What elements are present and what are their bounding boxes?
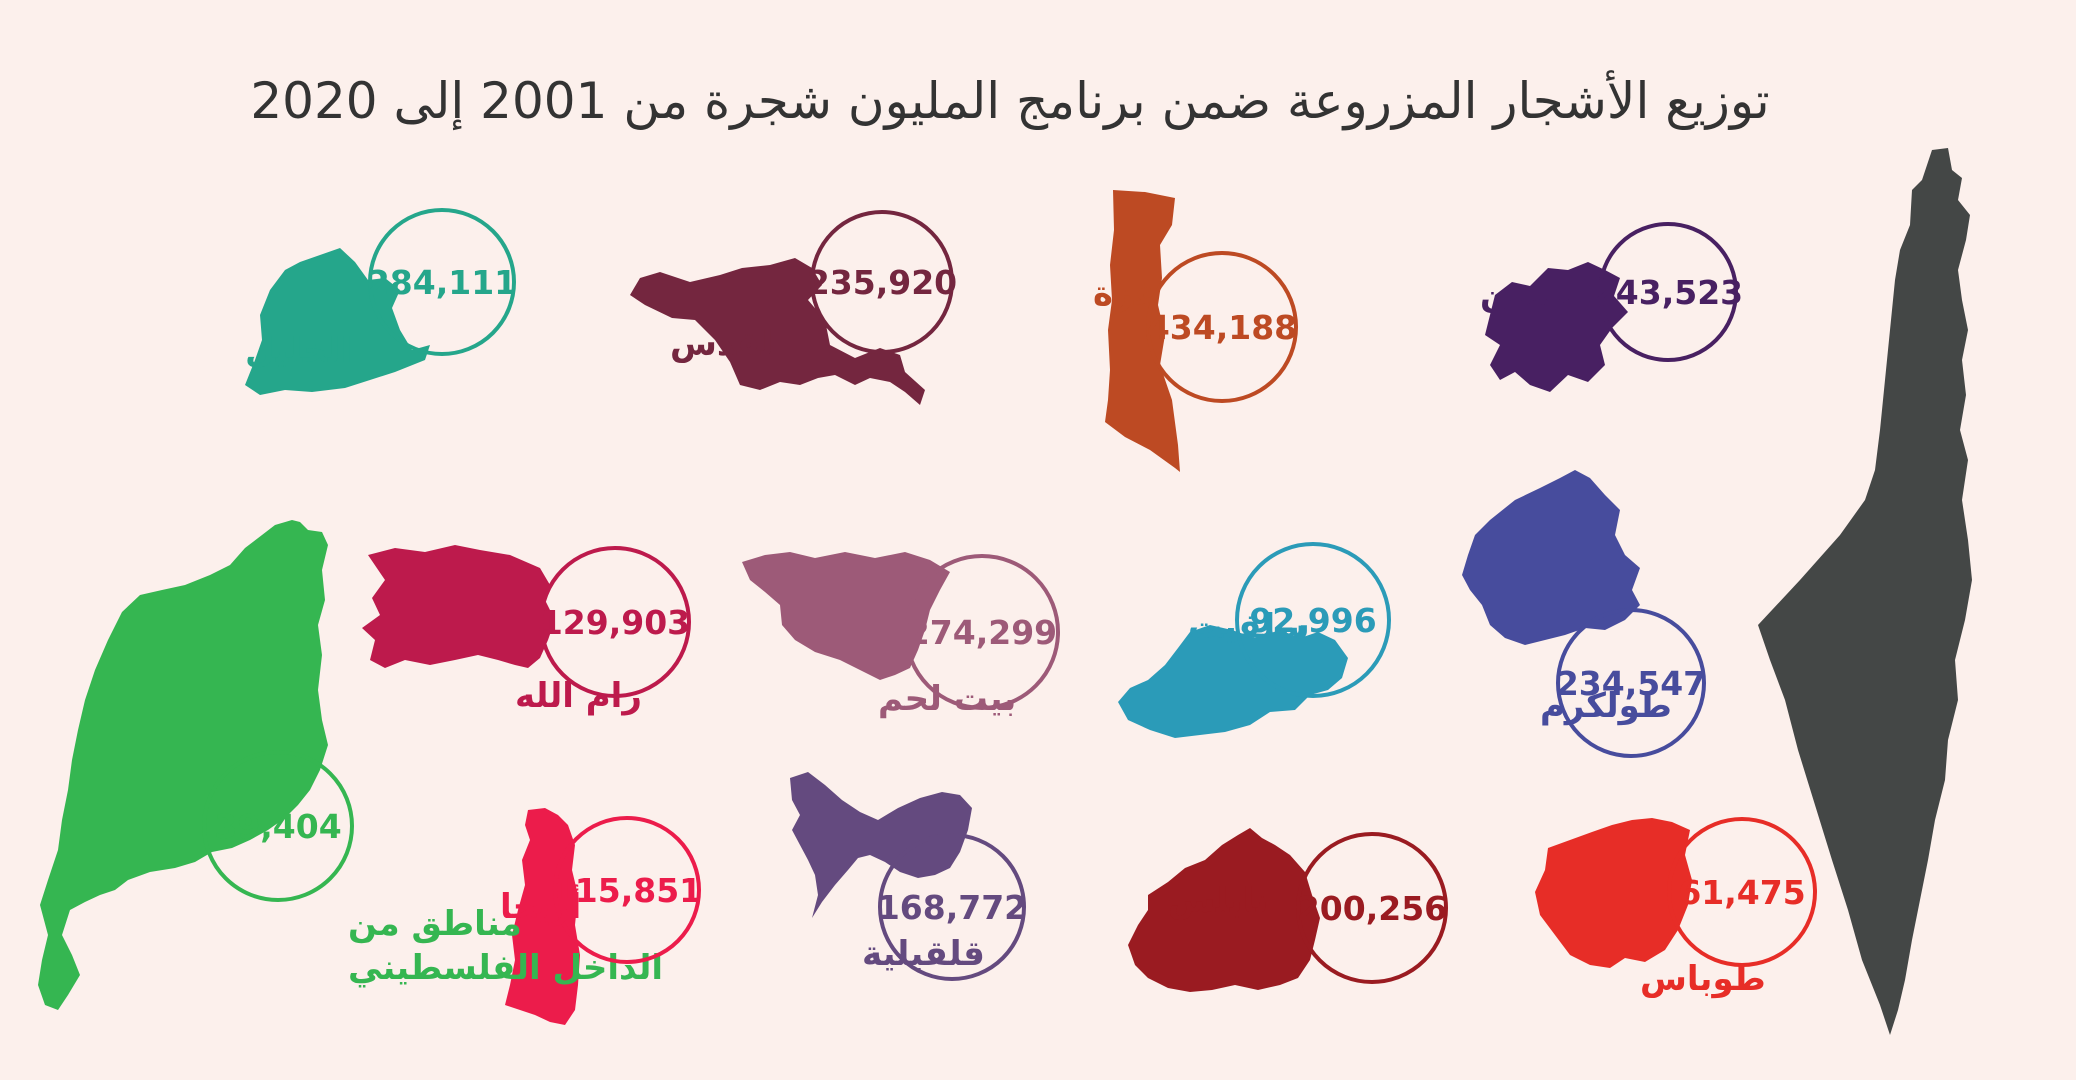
inside-palestine-map-icon	[38, 520, 328, 1010]
inside-name-line: الداخل الفلسطيني	[348, 948, 663, 988]
qalqilya-map-icon	[790, 772, 972, 918]
inside-name-line: مناطق من	[348, 904, 522, 944]
jenin-map-icon	[1485, 262, 1628, 392]
tubas-name: طوباس	[1640, 959, 1766, 999]
hebron-name-line: الخليل	[245, 331, 352, 371]
tubas-map-icon	[1535, 818, 1692, 968]
bethlehem-count: 274,299	[907, 613, 1057, 652]
tulkarm-name-line: طولكرم	[1540, 686, 1672, 726]
jericho-count-badge: 115,851	[552, 816, 702, 964]
qalqilya-count: 168,772	[877, 888, 1027, 927]
jenin-count: 243,523	[1593, 273, 1743, 312]
jericho-name: أريحا	[500, 884, 581, 927]
tulkarm-count: 234,547	[1556, 664, 1706, 703]
tubas-name-line: طوباس	[1640, 959, 1766, 999]
salfit-name: سلفيت	[1188, 607, 1310, 647]
bethlehem-count-badge: 274,299	[904, 554, 1060, 710]
jerusalem-count: 235,920	[807, 263, 957, 302]
ramallah-name-line: رام الله	[515, 676, 642, 716]
qalqilya-name-line: قلقيلية	[862, 934, 985, 974]
gaza-count: 434,188	[1147, 308, 1297, 347]
jenin-count-badge: 243,523	[1593, 222, 1743, 362]
jerusalem-count-badge: 235,920	[807, 210, 957, 354]
ramallah-count-badge: 129,903	[539, 546, 691, 698]
bethlehem-map-icon	[742, 552, 950, 680]
nablus-map-icon	[1128, 828, 1320, 992]
hebron-map-icon	[245, 248, 430, 395]
tulkarm-name: طولكرم	[1540, 686, 1672, 726]
hebron-count: 284,111	[367, 263, 517, 302]
nablus-name: نابلس	[1168, 881, 1268, 921]
tulkarm-map-icon	[1462, 470, 1640, 645]
qalqilya-name: قلقيلية	[862, 934, 985, 974]
ramallah-count: 129,903	[540, 603, 690, 642]
bethlehem-name-line: بيت لحم	[878, 679, 1016, 719]
bethlehem-name: بيت لحم	[878, 679, 1016, 719]
jenin-name-line: جنيـن	[1480, 274, 1574, 314]
palestine-map-icon	[1758, 148, 1972, 1035]
ramallah-name: رام الله	[515, 676, 642, 716]
jerusalem-name-line: القدس	[670, 324, 785, 364]
salfit-count: 92,996	[1249, 601, 1376, 640]
qalqilya-count-badge: 168,772	[877, 833, 1027, 981]
inside-palestine-count-badge: 39,404	[202, 750, 354, 902]
tulkarm-count-badge: 234,547	[1556, 608, 1706, 758]
nablus-count: 200,256	[1297, 889, 1447, 928]
gaza-map-icon	[1105, 190, 1180, 472]
gaza-name: غزة	[1093, 274, 1157, 314]
hebron-name: الخليل	[245, 331, 352, 371]
salfit-count-badge: 92,996	[1235, 542, 1391, 698]
nablus-count-badge: 200,256	[1296, 832, 1448, 984]
jericho-name-line: أريحا	[500, 884, 581, 927]
inside-palestine-name: مناطق من الداخل الفلسطيني	[348, 904, 663, 988]
jerusalem-map-icon	[630, 258, 925, 405]
gaza-count-badge: 434,188	[1146, 251, 1298, 403]
page-title: توزيع الأشجار المزروعة ضمن برنامج المليو…	[250, 72, 1770, 130]
gaza-name-line: غزة	[1093, 274, 1157, 314]
nablus-name-line: نابلس	[1168, 881, 1268, 921]
inside-palestine-count: 39,404	[214, 807, 341, 846]
tubas-count-badge: 61,475	[1667, 817, 1817, 967]
jericho-count: 115,851	[552, 871, 702, 910]
jerusalem-name: القدس	[670, 324, 785, 364]
jenin-name: جنيـن	[1480, 274, 1574, 314]
ramallah-map-icon	[362, 545, 555, 668]
salfit-name-line: سلفيت	[1188, 607, 1310, 647]
salfit-map-icon	[1118, 625, 1348, 738]
tubas-count: 61,475	[1678, 873, 1805, 912]
hebron-count-badge: 284,111	[367, 208, 517, 356]
